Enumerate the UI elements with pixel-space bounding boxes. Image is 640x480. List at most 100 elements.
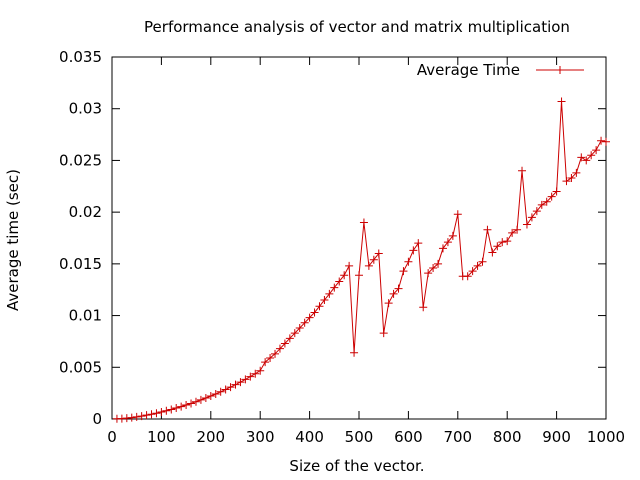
data-point [157, 407, 166, 416]
data-point [547, 192, 556, 201]
x-tick-label: 0 [107, 428, 117, 446]
data-point [147, 410, 156, 419]
legend: Average Time [417, 61, 584, 79]
data-point [142, 411, 151, 420]
data-point [300, 318, 309, 327]
data-point [434, 259, 443, 268]
data-point [201, 394, 210, 403]
x-tick-label: 200 [196, 428, 225, 446]
data-point [335, 277, 344, 286]
data-point [508, 228, 517, 237]
data-point [211, 389, 220, 398]
data-point [345, 261, 354, 270]
x-tick-label: 700 [443, 428, 472, 446]
data-point [409, 246, 418, 255]
data-point [389, 289, 398, 298]
data-point [562, 177, 571, 186]
data-point [384, 299, 393, 308]
data-point [280, 339, 289, 348]
data-point [498, 238, 507, 247]
data-point [315, 302, 324, 311]
data-point [448, 231, 457, 240]
data-point [236, 378, 245, 387]
y-tick-label: 0.025 [59, 151, 102, 169]
data-point [320, 296, 329, 305]
data-point [438, 244, 447, 253]
data-point [285, 334, 294, 343]
y-tick-label: 0.01 [69, 307, 102, 325]
x-axis: 0 100 200 300 400 500 600 700 800 900 1000 [107, 57, 625, 446]
data-point [567, 174, 576, 183]
data-point [513, 225, 522, 234]
data-point [597, 136, 606, 145]
x-tick-label: 500 [345, 428, 374, 446]
y-tick-label: 0.005 [59, 358, 102, 376]
data-point [330, 283, 339, 292]
data-point [503, 237, 512, 246]
data-point [582, 156, 591, 165]
x-tick-label: 400 [295, 428, 324, 446]
data-point [127, 413, 136, 422]
y-tick-label: 0.015 [59, 255, 102, 273]
data-point [419, 303, 428, 312]
y-axis-label: Average time (sec) [4, 169, 22, 311]
data-point [404, 257, 413, 266]
data-point [379, 329, 388, 338]
data-point [310, 308, 319, 317]
data-point [206, 392, 215, 401]
x-tick-label: 800 [493, 428, 522, 446]
data-point [177, 402, 186, 411]
data-point [340, 271, 349, 280]
data-point [261, 358, 270, 367]
data-point [182, 401, 191, 410]
data-point [246, 372, 255, 381]
legend-label: Average Time [417, 61, 520, 79]
data-point [527, 213, 536, 222]
data-point [542, 197, 551, 206]
data-point [488, 248, 497, 257]
y-tick-label: 0.02 [69, 203, 102, 221]
data-point [122, 414, 131, 423]
data-point [424, 269, 433, 278]
data-point [453, 210, 462, 219]
data-point [537, 200, 546, 209]
y-axis: 0 0.005 0.01 0.015 0.02 0.025 0.03 0.035 [59, 48, 606, 428]
series-line-average-time [116, 101, 607, 420]
x-tick-label: 100 [147, 428, 176, 446]
data-point [587, 151, 596, 160]
data-point [196, 395, 205, 404]
x-axis-label: Size of the vector. [289, 457, 424, 475]
data-point [592, 146, 601, 155]
data-point [518, 166, 527, 175]
data-point [468, 267, 477, 276]
data-point [552, 187, 561, 196]
data-point [191, 397, 200, 406]
data-point [429, 263, 438, 272]
data-point [256, 366, 265, 375]
data-point [359, 218, 368, 227]
data-point [216, 387, 225, 396]
data-point [369, 255, 378, 264]
data-point [602, 137, 610, 146]
y-tick-label: 0.03 [69, 100, 102, 118]
data-point [251, 369, 260, 378]
data-point [577, 153, 586, 162]
data-point [226, 383, 235, 392]
data-point [152, 409, 161, 418]
data-point [522, 220, 531, 229]
y-tick-label: 0 [92, 410, 102, 428]
legend-marker [556, 66, 564, 74]
chart-title: Performance analysis of vector and matri… [144, 18, 570, 36]
plot-frame [111, 56, 607, 420]
data-point [305, 313, 314, 322]
x-tick-label: 600 [394, 428, 423, 446]
data-point [275, 344, 284, 353]
data-point [325, 289, 334, 298]
x-tick-label: 300 [246, 428, 275, 446]
data-point [414, 239, 423, 248]
data-point [463, 272, 472, 281]
data-point [355, 271, 363, 280]
data-point [132, 412, 141, 421]
data-point [295, 323, 304, 332]
